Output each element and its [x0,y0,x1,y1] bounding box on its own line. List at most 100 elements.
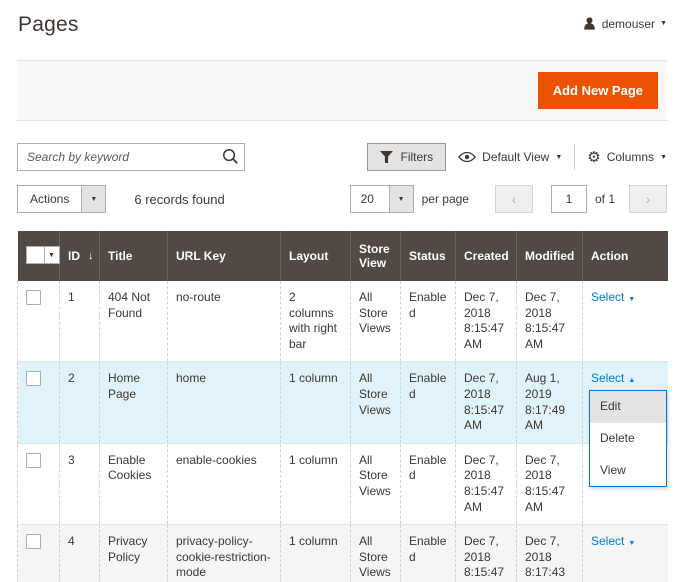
column-header-created[interactable]: Created [455,231,517,281]
select-all-dropdown[interactable]: ▼ [25,246,60,264]
column-header-layout[interactable]: Layout [280,231,351,281]
chevron-left-icon: ‹ [511,191,517,207]
select-all-checkbox[interactable] [26,247,44,263]
cell-title: 404 Not Found [99,281,168,363]
grid-toolbar: Filters Default View ▼ ⚙ Columns ▼ [17,143,667,171]
caret-down-icon: ▼ [660,20,667,27]
row-select-action[interactable]: Select ▼ [591,290,636,304]
search-input[interactable] [17,143,245,171]
view-label: Default View [482,150,550,164]
columns-label: Columns [606,150,655,164]
page-title: Pages [18,13,79,36]
row-select-action-open[interactable]: Select ▲ [591,371,636,386]
toolbar-right: Filters Default View ▼ ⚙ Columns ▼ [367,143,667,171]
cell-created: Dec 7, 2018 8:15:47 AM [455,443,517,526]
chevron-right-icon: › [645,191,651,207]
cell-store-view: All Store Views [350,281,401,363]
menu-item-view[interactable]: View [600,462,626,477]
prev-page-button[interactable]: ‹ [494,185,533,213]
cell-store-view: All Store Views [350,443,401,526]
cell-layout: 2 columns with right bar [280,281,351,363]
select-all-header: ▼ [17,231,60,281]
total-pages-label: of 1 [594,192,615,206]
row-checkbox[interactable] [26,371,41,387]
filter-funnel-icon [380,151,394,163]
cell-modified: Dec 7, 2018 8:15:47 AM [516,281,583,363]
menu-item-edit[interactable]: Edit [590,391,666,423]
cell-created: Dec 7, 2018 8:15:47 AM [455,361,517,444]
caret-down-icon[interactable]: ▼ [81,186,106,212]
cell-id: 4 [59,524,100,582]
page-header: Pages demouser ▼ [0,0,684,60]
cell-url-key: home [167,361,281,444]
grid-controls: Actions ▼ 6 records found 20 ▼ per page … [17,185,667,213]
eye-icon [458,151,477,163]
cell-layout: 1 column [280,524,351,582]
column-header-title[interactable]: Title [99,231,168,281]
cell-modified: Dec 7, 2018 8:15:47 AM [516,443,583,526]
user-icon [582,16,597,31]
actions-label: Actions [18,186,82,212]
row-select-action[interactable]: Select ▼ [591,534,636,549]
caret-up-icon: ▲ [628,377,636,385]
menu-item-delete[interactable]: Delete [600,430,635,445]
actions-dropdown-button[interactable]: Actions ▼ [17,185,107,213]
row-action-menu: Edit Delete View [589,390,667,488]
cell-modified: Dec 7, 2018 8:17:43 AM [516,524,583,582]
user-menu[interactable]: demouser ▼ [582,13,667,31]
next-page-button[interactable]: › [629,185,667,213]
column-header-id[interactable]: ID ↓ [59,231,100,281]
add-new-page-button[interactable]: Add New Page [537,72,658,109]
cell-title: Enable Cookies [99,443,168,526]
row-checkbox[interactable] [26,452,41,468]
caret-down-icon: ▼ [555,153,563,161]
grid-header-row: ▼ ID ↓ Title URL Key Layout Store View S… [17,231,668,281]
caret-down-icon[interactable]: ▼ [43,247,59,263]
cell-layout: 1 column [280,361,351,444]
table-row-highlighted: 2 Home Page home 1 column All Store View… [17,361,668,488]
cell-status: Enabled [400,443,456,526]
cell-id: 1 [59,281,100,363]
toolbar-divider [574,144,576,170]
per-page-label: per page [421,192,469,206]
cell-id: 3 [59,443,100,526]
caret-down-icon: ▼ [660,153,667,161]
cell-layout: 1 column [280,443,351,526]
current-page-input[interactable] [550,185,587,213]
per-page-value: 20 [350,186,389,212]
filters-button[interactable]: Filters [367,143,447,171]
filters-label: Filters [400,150,434,164]
caret-down-icon[interactable]: ▼ [388,186,413,212]
column-header-status[interactable]: Status [400,231,456,281]
records-found-label: 6 records found [134,191,225,207]
cell-id: 2 [59,361,100,444]
cell-created: Dec 7, 2018 8:15:47 AM [455,281,517,363]
columns-control[interactable]: ⚙ Columns ▼ [587,150,667,165]
column-header-store-view[interactable]: Store View [350,231,401,281]
column-header-url-key[interactable]: URL Key [167,231,281,281]
grid-controls-left: Actions ▼ 6 records found [17,185,225,213]
sort-desc-icon: ↓ [88,250,94,262]
cell-created: Dec 7, 2018 8:15:47 AM [455,524,517,582]
cell-status: Enabled [400,361,456,444]
caret-down-icon: ▼ [628,296,636,303]
cell-store-view: All Store Views [350,524,401,582]
cell-store-view: All Store Views [350,361,401,444]
table-row: 1 404 Not Found no-route 2 columns with … [17,281,668,363]
column-header-action[interactable]: Action [582,231,668,281]
grid-controls-right: 20 ▼ per page ‹ of 1 › [349,185,667,213]
keyword-search [17,143,245,171]
cell-status: Enabled [400,524,456,582]
table-row: 3 Enable Cookies enable-cookies 1 column… [17,443,668,526]
per-page-select[interactable]: 20 ▼ [349,185,414,213]
cell-title: Privacy Policy [99,524,168,582]
page-actions-band: Add New Page [17,60,667,121]
row-checkbox[interactable] [26,290,41,305]
column-header-modified[interactable]: Modified [516,231,583,281]
view-switcher[interactable]: Default View ▼ [458,150,562,164]
table-row: 4 Privacy Policy privacy-policy-cookie-r… [17,524,668,582]
search-icon[interactable] [222,148,239,165]
username-label: demouser [601,16,656,31]
cell-modified: Aug 1, 2019 8:17:49 AM [516,361,583,444]
row-checkbox[interactable] [26,534,41,550]
